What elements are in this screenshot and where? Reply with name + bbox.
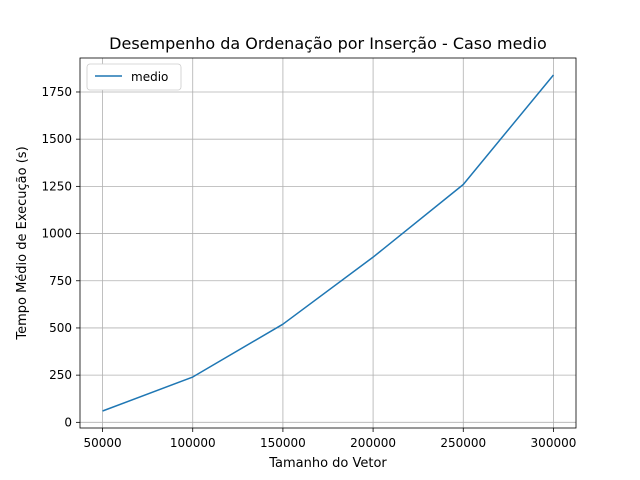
- y-tick-label: 750: [49, 274, 72, 288]
- y-axis-ticks: 0 250 500 750 1000 1250 1500 1750: [41, 85, 80, 429]
- grid: [80, 58, 576, 428]
- legend: medio: [86, 63, 182, 91]
- series-lines: [102, 74, 555, 412]
- y-tick-label: 1500: [41, 132, 72, 146]
- y-tick-label: 0: [64, 415, 72, 429]
- y-tick-label: 1000: [41, 227, 72, 241]
- legend-label-medio: medio: [131, 70, 168, 84]
- x-axis-ticks: 50000 100000 150000 200000 250000 300000: [83, 428, 576, 450]
- x-axis-label: Tamanho do Vetor: [268, 456, 387, 471]
- series-line-medio: [102, 74, 555, 412]
- chart-title: Desempenho da Ordenação por Inserção - C…: [109, 34, 547, 53]
- x-tick-label: 300000: [531, 436, 577, 450]
- x-tick-label: 250000: [440, 436, 486, 450]
- y-tick-label: 500: [49, 321, 72, 335]
- x-tick-label: 200000: [350, 436, 396, 450]
- y-tick-label: 1250: [41, 179, 72, 193]
- y-tick-label: 1750: [41, 85, 72, 99]
- x-tick-label: 100000: [170, 436, 216, 450]
- y-axis-label: Tempo Médio de Execução (s): [15, 146, 30, 340]
- x-tick-label: 150000: [260, 436, 306, 450]
- plot-frame: [79, 57, 577, 429]
- y-tick-label: 250: [49, 368, 72, 382]
- legend-box: [86, 63, 182, 91]
- x-tick-label: 50000: [83, 436, 121, 450]
